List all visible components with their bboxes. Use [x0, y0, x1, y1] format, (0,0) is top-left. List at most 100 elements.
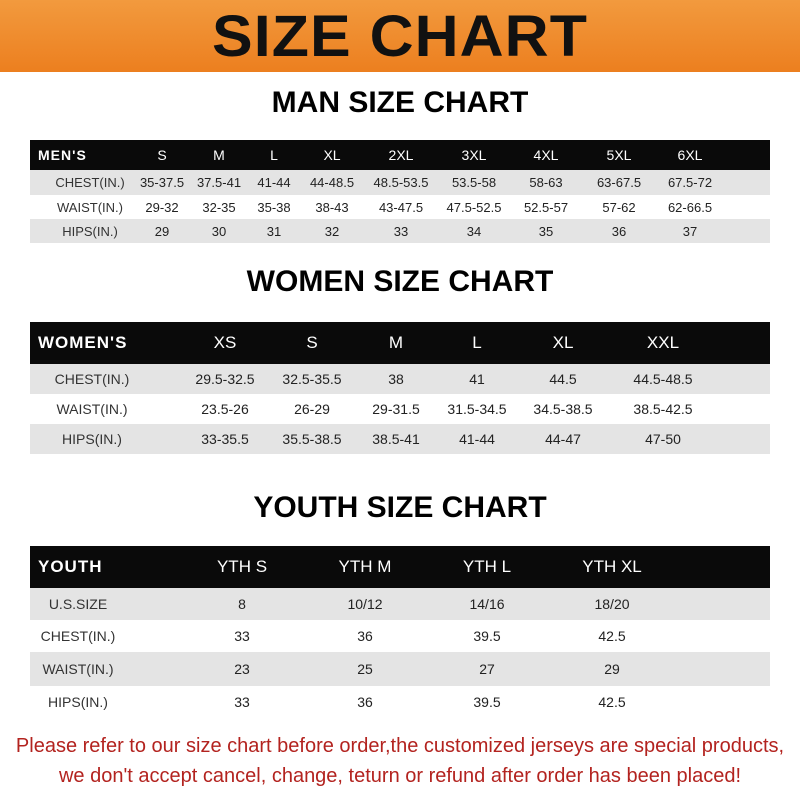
size-value: 47-50	[645, 431, 681, 447]
measurement-label: CHEST(IN.)	[54, 371, 130, 387]
table-row: HIPS(IN.) 29 30 31 32 33 34 35 36 37	[30, 219, 770, 243]
size-value: 37	[682, 223, 698, 239]
banner: SIZE CHART	[0, 0, 800, 72]
size-value: 29.5-32.5	[195, 371, 255, 387]
size-header: YTH XL	[582, 557, 642, 576]
size-value: 36	[357, 628, 373, 644]
size-value: 44-47	[545, 431, 581, 447]
table-row: WAIST(IN.) 23.5-26 26-29 29-31.5 31.5-34.5 34…	[30, 394, 770, 424]
size-value: 23.5-26	[201, 401, 249, 417]
size-value: 35-38	[257, 199, 291, 215]
size-value: 36	[611, 223, 627, 239]
table-row: CHEST(IN.) 33 36 39.5 42.5	[30, 620, 770, 652]
size-value: 33	[393, 223, 409, 239]
size-value: 41-44	[257, 175, 291, 190]
size-value: 38.5-42.5	[633, 401, 693, 417]
category-label: YOUTH	[38, 557, 103, 576]
size-value: 47.5-52.5	[446, 199, 502, 215]
size-value: 42.5	[598, 628, 626, 644]
women-header-row: WOMEN'S XS S M L XL XXL	[30, 322, 770, 364]
size-value: 39.5	[473, 694, 501, 710]
size-header: L	[270, 147, 278, 163]
category-label: WOMEN'S	[38, 333, 128, 352]
size-header: 2XL	[388, 147, 414, 163]
size-value: 32.5-35.5	[282, 371, 342, 387]
size-value: 34	[466, 223, 482, 239]
measurement-label: HIPS(IN.)	[62, 223, 118, 239]
table-row: CHEST(IN.) 29.5-32.5 32.5-35.5 38 41 44.5 44.5…	[30, 364, 770, 394]
size-header: YTH L	[462, 557, 512, 576]
size-header: M	[213, 147, 225, 163]
size-value: 62-66.5	[667, 199, 713, 215]
footer-note-line-1: Please refer to our size chart before or…	[15, 735, 785, 757]
men-header-row: MEN'S S M L XL 2XL 3XL 4XL 5XL 6XL	[30, 140, 770, 170]
table-row: CHEST(IN.) 35-37.5 37.5-41 41-44 44-48.5 48.5…	[30, 170, 770, 195]
size-value: 38	[388, 371, 404, 387]
banner-title: SIZE CHART	[212, 3, 588, 69]
size-value: 29	[604, 661, 620, 677]
size-value: 30	[211, 223, 227, 239]
size-value: 38-43	[315, 199, 349, 215]
size-value: 18/20	[594, 596, 630, 612]
size-value: 34.5-38.5	[533, 401, 593, 417]
size-value: 33-35.5	[201, 431, 249, 447]
size-header: XL	[552, 333, 574, 352]
size-header: 5XL	[606, 147, 632, 163]
size-value: 48.5-53.5	[373, 175, 429, 190]
size-header: XXL	[646, 333, 680, 352]
size-value: 39.5	[473, 628, 501, 644]
measurement-label: HIPS(IN.)	[48, 694, 108, 710]
size-header: XL	[323, 147, 341, 163]
measurement-label: WAIST(IN.)	[56, 401, 128, 417]
size-value: 44.5	[549, 371, 577, 387]
size-value: 32-35	[202, 199, 236, 215]
table-row: WAIST(IN.) 23 25 27 29	[30, 652, 770, 686]
size-header: S	[157, 147, 167, 163]
youth-size-table: YOUTH YTH S YTH M YTH L YTH XL U.S.SIZE 8 10/12…	[30, 546, 770, 718]
size-header: L	[472, 333, 482, 352]
women-size-table: WOMEN'S XS S M L XL XXL CHEST(IN.) 29.5-32.5 32.5…	[30, 322, 770, 454]
measurement-label: WAIST(IN.)	[57, 199, 123, 215]
size-value: 31	[266, 223, 282, 239]
men-size-table: MEN'S S M L XL 2XL 3XL 4XL 5XL 6XL CHEST(IN.) 35-37…	[30, 140, 770, 243]
women-title: WOMEN SIZE CHART	[246, 265, 554, 298]
size-value: 37.5-41	[196, 175, 242, 190]
size-value: 35	[538, 223, 554, 239]
size-value: 29-31.5	[372, 401, 420, 417]
size-value: 57-62	[602, 199, 636, 215]
footer-note-line-2: we don't accept cancel, change, teturn o…	[58, 765, 742, 787]
size-value: 43-47.5	[378, 199, 424, 215]
size-value: 41-44	[459, 431, 495, 447]
youth-title: YOUTH SIZE CHART	[253, 491, 547, 524]
size-value: 63-67.5	[596, 175, 642, 190]
size-value: 23	[234, 661, 250, 677]
size-header: 3XL	[461, 147, 487, 163]
table-row: U.S.SIZE 8 10/12 14/16 18/20	[30, 588, 770, 620]
size-value: 10/12	[347, 596, 383, 612]
size-value: 33	[234, 694, 250, 710]
size-value: 35-37.5	[139, 175, 185, 190]
size-value: 8	[238, 596, 246, 612]
size-header: YTH M	[338, 557, 392, 576]
size-value: 36	[357, 694, 373, 710]
table-row: HIPS(IN.) 33-35.5 35.5-38.5 38.5-41 41-44 44-…	[30, 424, 770, 454]
size-value: 32	[324, 223, 340, 239]
size-value: 29	[154, 223, 170, 239]
size-value: 67.5-72	[667, 175, 713, 190]
size-value: 25	[357, 661, 373, 677]
size-header: XS	[213, 333, 237, 352]
size-value: 44-48.5	[309, 175, 355, 190]
table-row: WAIST(IN.) 29-32 32-35 35-38 38-43 43-47.5 47.…	[30, 195, 770, 219]
size-value: 38.5-41	[372, 431, 420, 447]
size-value: 58-63	[529, 175, 563, 190]
size-value: 27	[479, 661, 495, 677]
measurement-label: HIPS(IN.)	[62, 431, 122, 447]
size-value: 29-32	[145, 199, 179, 215]
measurement-label: WAIST(IN.)	[42, 661, 114, 677]
measurement-label: U.S.SIZE	[48, 596, 108, 612]
size-header: M	[388, 333, 404, 352]
size-value: 44.5-48.5	[633, 371, 693, 387]
size-header: 6XL	[677, 147, 703, 163]
measurement-label: CHEST(IN.)	[55, 175, 125, 190]
size-header: 4XL	[533, 147, 559, 163]
